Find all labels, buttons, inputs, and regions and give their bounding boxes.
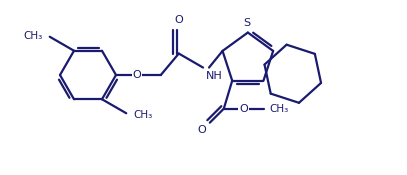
Text: CH₃: CH₃ [269,104,289,114]
Text: NH: NH [206,71,223,80]
Text: CH₃: CH₃ [24,31,43,41]
Text: O: O [239,104,248,114]
Text: S: S [243,18,250,27]
Text: O: O [133,70,141,80]
Text: O: O [197,125,206,135]
Text: CH₃: CH₃ [133,110,153,120]
Text: O: O [175,15,183,25]
